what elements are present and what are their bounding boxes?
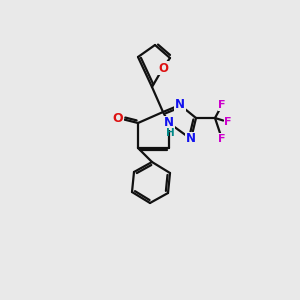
Text: F: F [218, 100, 226, 110]
Text: N: N [164, 116, 174, 130]
Text: H: H [166, 128, 174, 138]
Text: N: N [175, 98, 185, 112]
Text: F: F [224, 117, 232, 127]
Text: N: N [164, 116, 174, 130]
Text: N: N [186, 133, 196, 146]
Text: F: F [218, 134, 226, 144]
Text: O: O [158, 61, 168, 74]
Text: O: O [113, 112, 123, 124]
